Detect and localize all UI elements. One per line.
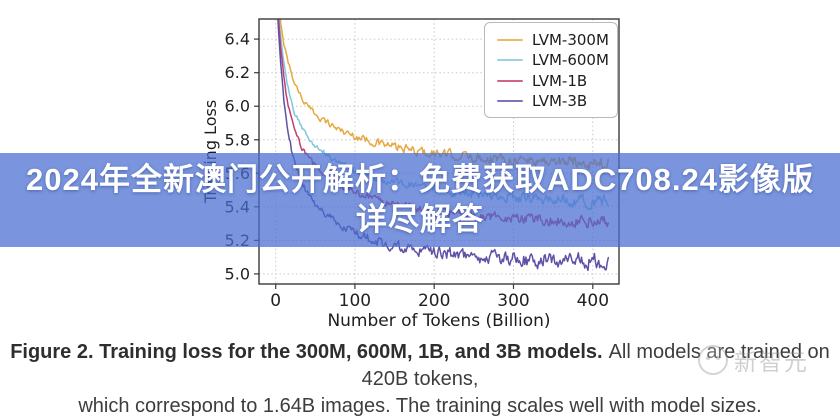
legend-label: LVM-3B: [532, 91, 588, 110]
legend-line-swatch: [497, 59, 523, 62]
figure-caption-line2: which correspond to 1.64B images. The tr…: [78, 395, 762, 417]
x-axis-label: Number of Tokens (Billion): [327, 311, 550, 331]
banner-text-line2: 详尽解答: [356, 202, 484, 237]
legend-line-swatch: [497, 99, 523, 102]
legend-label: LVM-1B: [532, 71, 588, 90]
legend-label: LVM-600M: [532, 51, 609, 70]
page: 5.05.25.45.65.86.06.26.40100200300400Num…: [0, 18, 840, 417]
y-tick-label: 6.2: [225, 63, 250, 82]
banner-text-line1: 2024年全新澳门公开解析：免费获取ADC708.24影像版: [26, 162, 814, 197]
y-tick-label: 6.4: [225, 30, 250, 49]
legend-entry-LVM-1B: LVM-1B: [497, 71, 607, 91]
figure-caption-bold: Figure 2. Training loss for the 300M, 60…: [10, 341, 603, 363]
promo-banner-overlay: 2024年全新澳门公开解析：免费获取ADC708.24影像版 详尽解答: [0, 153, 840, 247]
chart-legend: LVM-300M LVM-600M LVM-1B LVM-3B: [484, 22, 618, 118]
banner-background: [0, 153, 840, 247]
plot-border: [258, 18, 620, 285]
legend-label: LVM-300M: [532, 31, 609, 49]
legend-line-swatch: [497, 79, 523, 82]
y-tick-label: 5.8: [225, 130, 250, 149]
y-tick-label: 6.0: [225, 97, 250, 116]
legend-entry-LVM-3B: LVM-3B: [497, 91, 607, 111]
x-tick-label: 400: [577, 291, 609, 311]
y-tick-label: 5.0: [225, 264, 250, 283]
legend-line-swatch: [497, 39, 523, 41]
x-tick-label: 100: [339, 291, 371, 311]
figure-caption: Figure 2. Training loss for the 300M, 60…: [0, 339, 840, 420]
figure-caption-line1: Figure 2. Training loss for the 300M, 60…: [0, 339, 840, 393]
x-tick-label: 0: [270, 291, 281, 311]
figure-caption-rest: All models are trained on 420B tokens,: [361, 341, 830, 390]
legend-entry-LVM-300M: LVM-300M: [497, 30, 609, 50]
x-tick-label: 200: [418, 291, 450, 311]
legend-entry-LVM-600M: LVM-600M: [497, 50, 609, 70]
x-tick-label: 300: [497, 291, 529, 311]
